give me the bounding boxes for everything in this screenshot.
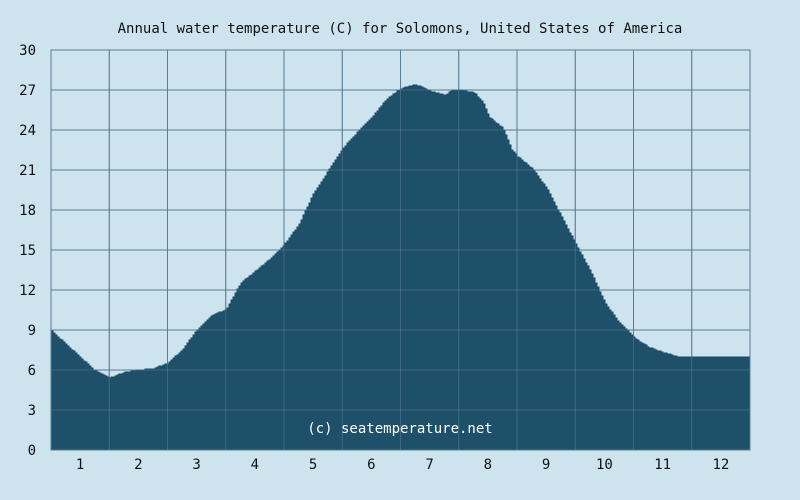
y-tick-label: 6 <box>28 363 36 379</box>
x-tick-label: 10 <box>596 457 613 473</box>
y-axis-ticks: 0 3 6 9 12 15 18 21 24 27 30 <box>19 43 36 459</box>
x-axis-ticks: 1 2 3 4 5 6 7 8 9 10 11 12 <box>76 457 729 473</box>
x-tick-label: 3 <box>192 457 200 473</box>
y-tick-label: 9 <box>28 323 36 339</box>
y-tick-label: 12 <box>19 283 36 299</box>
x-tick-label: 4 <box>251 457 259 473</box>
x-tick-label: 1 <box>76 457 84 473</box>
y-tick-label: 18 <box>19 203 36 219</box>
y-tick-label: 3 <box>28 403 36 419</box>
watermark-annotation: (c) seatemperature.net <box>307 421 492 437</box>
x-tick-label: 11 <box>654 457 671 473</box>
x-tick-label: 6 <box>367 457 375 473</box>
y-tick-label: 27 <box>19 83 36 99</box>
x-tick-label: 5 <box>309 457 317 473</box>
chart-title: Annual water temperature (C) for Solomon… <box>118 21 683 37</box>
x-tick-label: 7 <box>425 457 433 473</box>
x-tick-label: 12 <box>712 457 729 473</box>
y-tick-label: 21 <box>19 163 36 179</box>
plot-frame <box>50 49 751 451</box>
y-tick-label: 24 <box>19 123 36 139</box>
y-tick-label: 30 <box>19 43 36 59</box>
x-tick-label: 8 <box>484 457 492 473</box>
y-tick-label: 0 <box>28 443 36 459</box>
y-tick-label: 15 <box>19 243 36 259</box>
x-tick-label: 9 <box>542 457 550 473</box>
x-tick-label: 2 <box>134 457 142 473</box>
